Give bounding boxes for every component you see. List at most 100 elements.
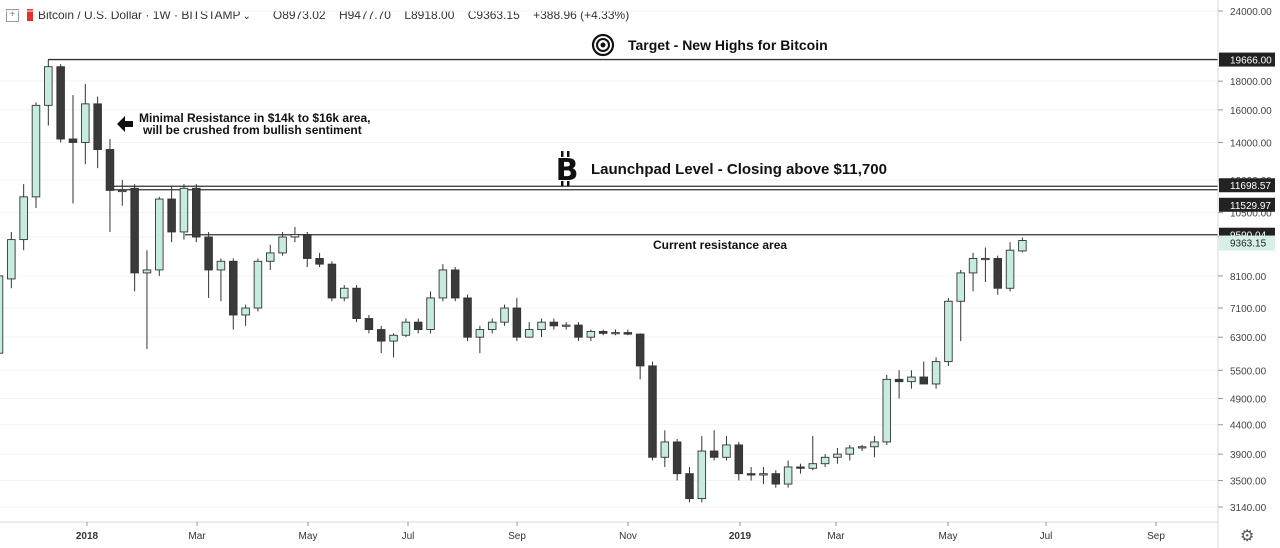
candle[interactable]: [660, 430, 670, 467]
candle[interactable]: [31, 102, 41, 209]
candle[interactable]: [734, 441, 744, 481]
candle[interactable]: [130, 184, 139, 292]
candle[interactable]: [857, 444, 867, 452]
candle[interactable]: [315, 252, 324, 268]
candle[interactable]: [155, 196, 164, 276]
x-tick-label: Mar: [827, 531, 845, 542]
candle[interactable]: [81, 83, 90, 165]
candle[interactable]: [179, 184, 189, 240]
candle[interactable]: [746, 466, 756, 481]
candle[interactable]: [475, 325, 485, 354]
candle[interactable]: [241, 304, 250, 326]
candle[interactable]: [204, 231, 213, 298]
candle[interactable]: [623, 329, 633, 336]
candle[interactable]: [512, 297, 522, 342]
candle[interactable]: [561, 322, 571, 330]
candle[interactable]: [500, 304, 509, 326]
candle[interactable]: [931, 357, 941, 389]
candle[interactable]: [968, 252, 978, 292]
candle[interactable]: [339, 285, 349, 302]
candle[interactable]: [105, 138, 115, 232]
candle[interactable]: [266, 244, 275, 270]
candle[interactable]: [845, 444, 855, 461]
candle[interactable]: [426, 291, 435, 334]
candle[interactable]: [820, 454, 830, 467]
candle-body: [192, 187, 201, 238]
candle[interactable]: [167, 186, 176, 243]
candle[interactable]: [870, 436, 879, 458]
candle[interactable]: [796, 463, 805, 474]
candle[interactable]: [635, 333, 645, 380]
candle[interactable]: [709, 430, 719, 461]
candle[interactable]: [549, 318, 559, 330]
candle[interactable]: [229, 258, 238, 330]
candle[interactable]: [450, 267, 460, 302]
candle[interactable]: [598, 329, 608, 336]
candle[interactable]: [216, 258, 226, 302]
candle[interactable]: [438, 264, 448, 302]
candle[interactable]: [142, 250, 152, 350]
candle[interactable]: [389, 333, 398, 358]
candle-body: [44, 66, 53, 106]
candle[interactable]: [413, 318, 423, 334]
candle[interactable]: [611, 329, 620, 336]
candle[interactable]: [586, 329, 596, 342]
annotation-launchpad: B Launchpad Level - Closing above $11,70…: [556, 151, 887, 188]
candle[interactable]: [944, 297, 953, 366]
candle[interactable]: [882, 374, 892, 445]
candle[interactable]: [722, 436, 731, 461]
candle[interactable]: [1018, 237, 1027, 253]
candle[interactable]: [808, 436, 818, 471]
candle[interactable]: [697, 436, 707, 503]
candle[interactable]: [376, 325, 386, 354]
candle-body: [426, 297, 435, 331]
candle[interactable]: [7, 231, 16, 289]
candle[interactable]: [118, 180, 127, 206]
candle-body: [524, 329, 534, 338]
candle[interactable]: [537, 318, 546, 338]
candle[interactable]: [68, 95, 78, 204]
candle[interactable]: [352, 285, 361, 323]
candle[interactable]: [487, 318, 497, 334]
candle[interactable]: [192, 184, 201, 243]
chevron-down-icon[interactable]: ⌄: [242, 11, 251, 22]
candle[interactable]: [894, 370, 904, 399]
candle-body: [734, 444, 744, 475]
candle[interactable]: [19, 184, 28, 251]
candle[interactable]: [56, 64, 65, 143]
candle-body: [598, 330, 608, 334]
candle[interactable]: [93, 96, 102, 169]
candle[interactable]: [672, 438, 682, 481]
candle[interactable]: [685, 466, 694, 503]
candle[interactable]: [993, 255, 1002, 295]
candle-body: [623, 332, 633, 335]
candle[interactable]: [401, 318, 411, 338]
candle[interactable]: [833, 447, 842, 464]
candle[interactable]: [759, 466, 768, 485]
candle[interactable]: [290, 226, 300, 243]
candle[interactable]: [44, 59, 53, 126]
candle[interactable]: [574, 322, 583, 342]
candle[interactable]: [0, 275, 4, 354]
candle[interactable]: [981, 247, 990, 282]
candle[interactable]: [463, 294, 472, 342]
candle[interactable]: [524, 322, 534, 338]
candle[interactable]: [783, 460, 793, 488]
candle[interactable]: [771, 470, 781, 488]
candle-body: [352, 287, 361, 320]
candle[interactable]: [907, 370, 916, 389]
candle[interactable]: [364, 314, 374, 334]
candle[interactable]: [327, 261, 337, 302]
candle[interactable]: [278, 231, 287, 256]
candle[interactable]: [956, 269, 965, 342]
candle[interactable]: [648, 361, 657, 461]
candle[interactable]: [1005, 242, 1015, 292]
candle-body: [845, 447, 855, 455]
expand-icon[interactable]: +: [6, 8, 19, 22]
gear-icon[interactable]: ⚙: [1240, 528, 1255, 545]
y-tick-label: 8100.00: [1230, 272, 1267, 283]
candle[interactable]: [253, 258, 263, 312]
candle[interactable]: [303, 231, 312, 268]
candle[interactable]: [919, 361, 929, 385]
